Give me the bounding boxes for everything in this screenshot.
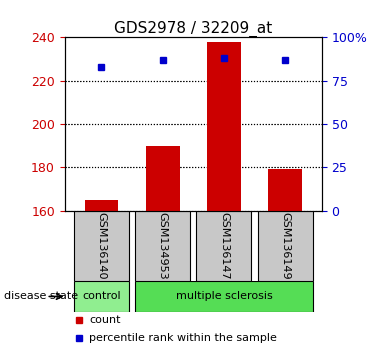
Text: multiple sclerosis: multiple sclerosis — [175, 291, 272, 302]
Bar — [85, 200, 118, 211]
Bar — [146, 145, 179, 211]
Bar — [196, 211, 252, 281]
Bar — [258, 211, 313, 281]
Bar — [74, 281, 129, 312]
Bar — [135, 211, 190, 281]
Title: GDS2978 / 32209_at: GDS2978 / 32209_at — [114, 21, 272, 37]
Bar — [207, 41, 241, 211]
Bar — [74, 211, 129, 281]
Text: disease state: disease state — [4, 291, 78, 302]
Text: count: count — [89, 315, 121, 325]
Bar — [135, 281, 313, 312]
Text: GSM136149: GSM136149 — [280, 212, 290, 280]
Text: GSM134953: GSM134953 — [158, 212, 168, 280]
Text: percentile rank within the sample: percentile rank within the sample — [89, 333, 277, 343]
Text: GSM136140: GSM136140 — [97, 212, 107, 280]
Bar — [268, 170, 302, 211]
Text: GSM136147: GSM136147 — [219, 212, 229, 280]
Text: control: control — [82, 291, 121, 302]
